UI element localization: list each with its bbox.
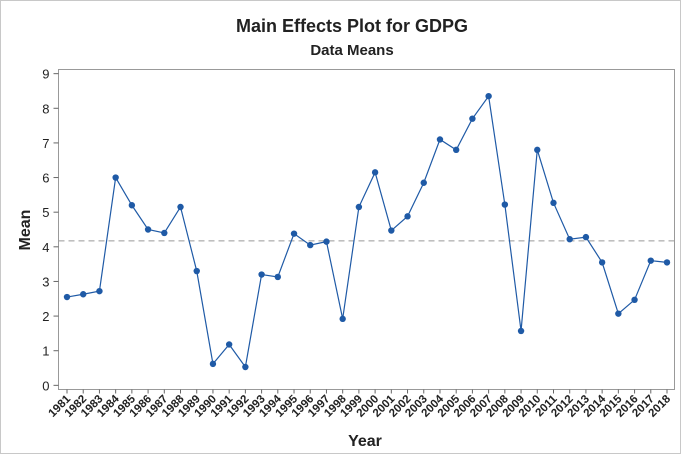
y-tick-label: 5 (42, 205, 49, 220)
x-axis-label: Year (348, 433, 382, 450)
y-tick-label: 8 (42, 101, 49, 116)
data-point (225, 341, 233, 348)
data-point (582, 233, 590, 241)
y-tick-label: 7 (42, 136, 49, 151)
data-point (452, 146, 460, 154)
data-point (144, 226, 152, 233)
data-point (339, 315, 346, 323)
plot-area (58, 69, 675, 390)
data-line (66, 94, 668, 369)
data-point (517, 327, 525, 335)
data-point (80, 291, 87, 298)
data-point (371, 169, 379, 176)
data-point (242, 363, 249, 371)
data-point (161, 229, 168, 237)
y-tick-label: 1 (42, 344, 49, 359)
data-point (501, 201, 509, 208)
data-point (647, 257, 654, 264)
data-point (112, 174, 119, 181)
data-point (209, 360, 217, 368)
data-point (274, 273, 282, 281)
y-tick-label: 0 (42, 378, 49, 393)
data-point (663, 259, 671, 266)
data-point (598, 259, 606, 266)
data-point (469, 115, 476, 122)
data-point (323, 238, 330, 245)
y-tick-label: 2 (42, 309, 49, 324)
data-point (258, 271, 265, 278)
y-axis-label: Mean (17, 210, 34, 251)
data-point (420, 179, 427, 186)
data-point (177, 203, 184, 211)
data-point (96, 287, 103, 295)
data-point (534, 146, 541, 154)
chart-subtitle: Data Means (310, 42, 393, 59)
y-tick-label: 9 (42, 67, 49, 82)
data-point (404, 213, 411, 220)
data-point (631, 296, 638, 304)
data-point (128, 202, 136, 209)
chart-title: Main Effects Plot for GDPG (236, 16, 468, 36)
data-point (436, 136, 444, 143)
data-point (290, 230, 298, 237)
data-point (193, 267, 200, 275)
data-point (307, 241, 314, 249)
data-point (485, 92, 492, 100)
y-tick-label: 4 (42, 240, 49, 255)
data-point (355, 203, 363, 211)
y-tick-label: 6 (42, 171, 49, 186)
data-point (63, 293, 71, 301)
y-tick-label: 3 (42, 274, 49, 289)
data-point (615, 310, 622, 317)
data-point (550, 199, 557, 207)
data-point (388, 227, 395, 234)
data-point (566, 235, 573, 243)
